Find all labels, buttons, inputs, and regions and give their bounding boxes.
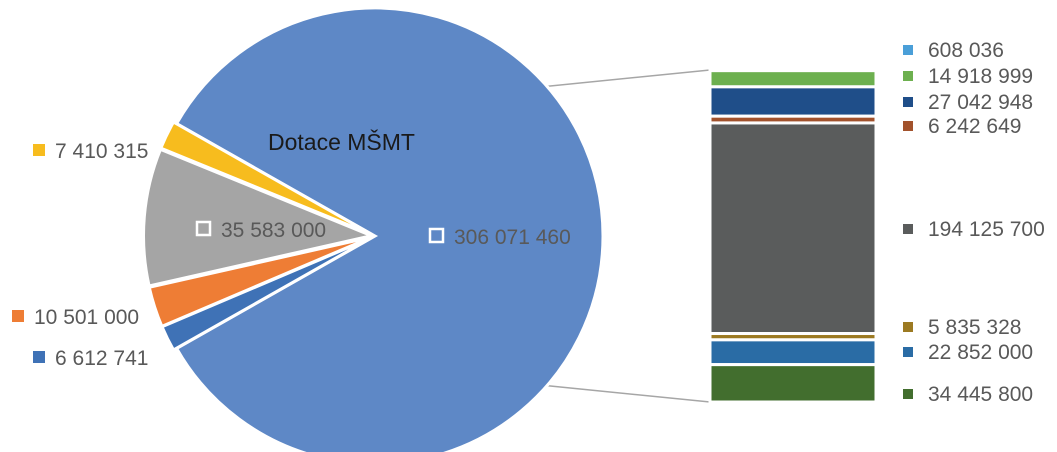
legend-marker-608-036	[903, 45, 913, 55]
legend-marker-6-612-741	[33, 351, 45, 363]
pie-label-10-501-000: 10 501 000	[34, 306, 139, 329]
bar-segment-22-852-000	[708, 338, 878, 367]
pie-slice-306-071-460	[174, 6, 605, 452]
bar-segment-194-125-700	[708, 121, 878, 336]
chart-title: Dotace MŠMT	[268, 128, 415, 155]
legend-marker-35-583-000	[195, 220, 212, 237]
pie-slice-35-583-000	[142, 147, 377, 288]
bar-label-14-918-999: 14 918 999	[928, 65, 1033, 88]
pie-labels: 306 071 460 35 583 000 7 410 315 10 501 000…	[12, 140, 571, 370]
legend-marker-194-125-700	[903, 224, 913, 234]
bar-label-34-445-800: 34 445 800	[928, 383, 1033, 406]
pie	[142, 6, 605, 452]
legend-marker-10-501-000	[12, 310, 24, 322]
bar-segment-14-918-999	[708, 69, 878, 89]
bar-segment-34-445-800	[708, 363, 878, 404]
legend-marker-5-835-328	[903, 322, 913, 332]
legend-marker-306-071-460	[428, 227, 445, 244]
bar-label-194-125-700: 194 125 700	[928, 218, 1045, 241]
bar-label-27-042-948: 27 042 948	[928, 91, 1033, 114]
bar-label-22-852-000: 22 852 000	[928, 341, 1033, 364]
bar-segment-27-042-948	[708, 85, 878, 118]
breakdown-bar	[708, 68, 878, 404]
pie-label-6-612-741: 6 612 741	[55, 347, 148, 370]
bar-label-608-036: 608 036	[928, 39, 1004, 62]
pie-slice-7-410-315	[158, 119, 373, 236]
pie-label-35-583-000: 35 583 000	[221, 219, 326, 242]
legend-marker-22-852-000	[903, 347, 913, 357]
bar-label-6-242-649: 6 242 649	[928, 115, 1021, 138]
legend-marker-34-445-800	[903, 389, 913, 399]
legend-marker-6-242-649	[903, 121, 913, 131]
legend-marker-27-042-948	[903, 97, 913, 107]
bar-label-5-835-328: 5 835 328	[928, 316, 1021, 339]
pie-label-306-071-460: 306 071 460	[454, 226, 571, 249]
pie-label-7-410-315: 7 410 315	[55, 140, 148, 163]
legend-marker-14-918-999	[903, 71, 913, 81]
legend-marker-7-410-315	[33, 144, 45, 156]
